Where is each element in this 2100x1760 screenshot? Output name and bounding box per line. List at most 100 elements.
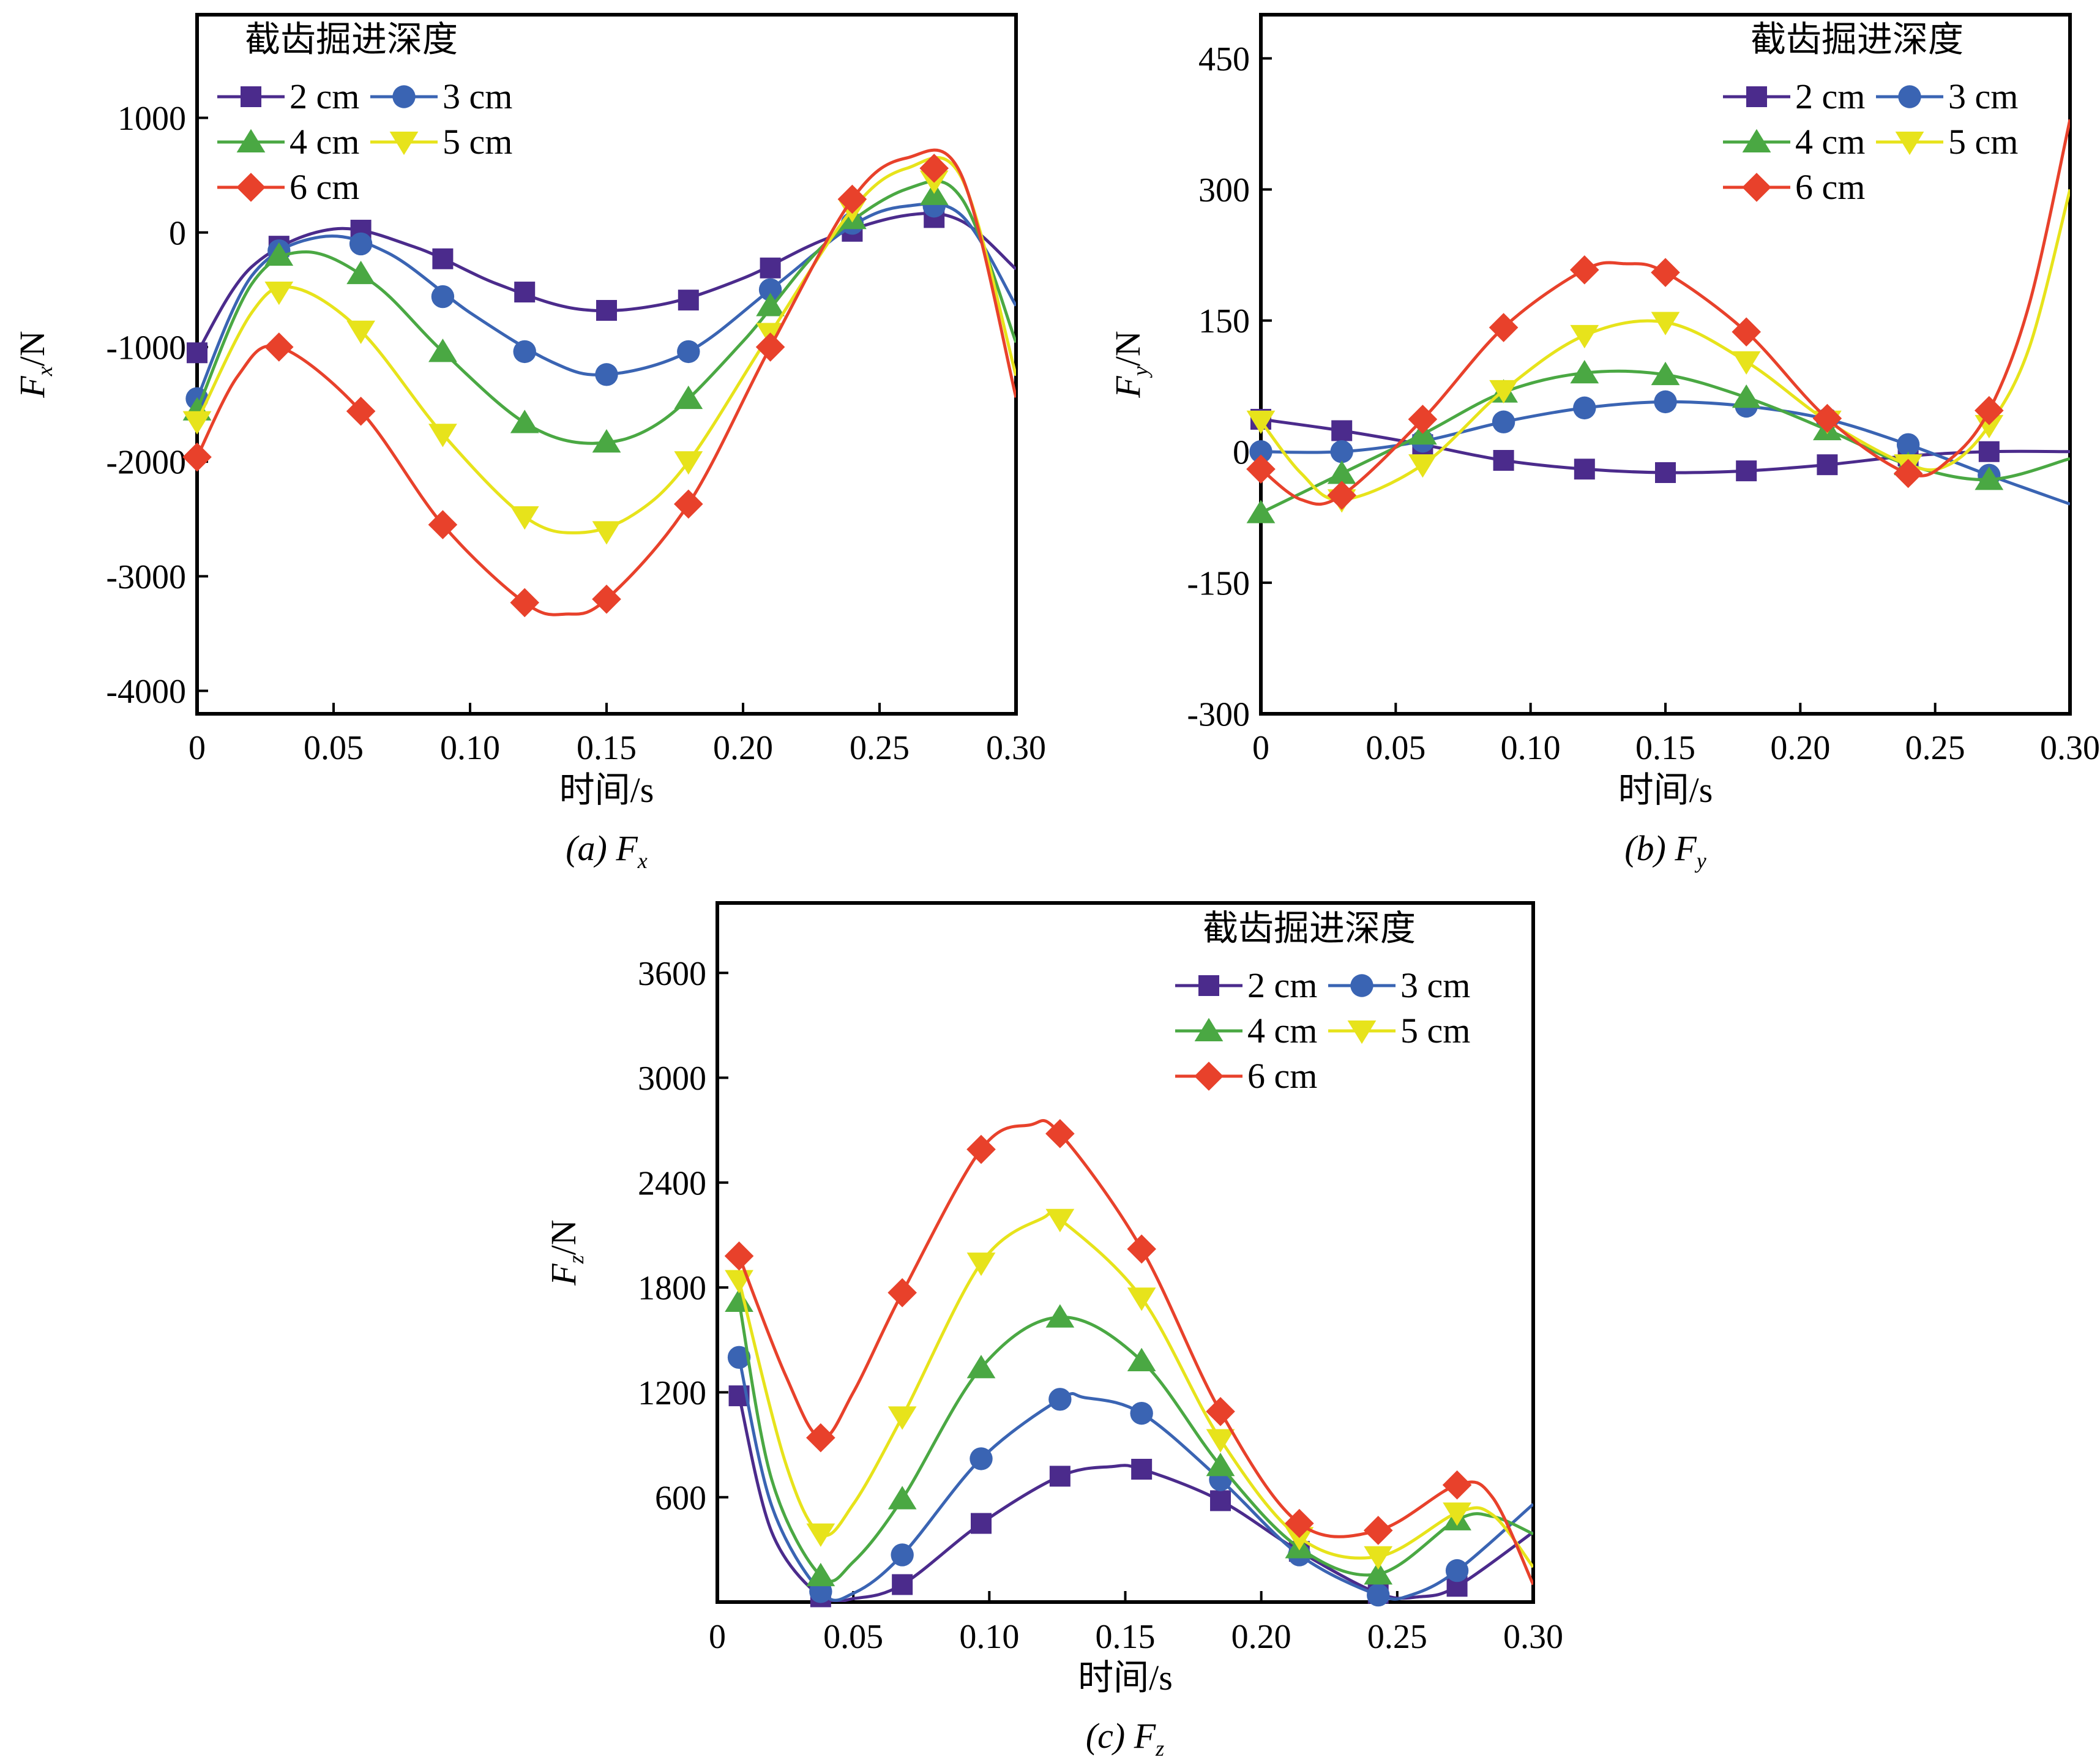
series-line (197, 148, 1016, 616)
data-point (1127, 1347, 1156, 1372)
legend-item: 4 cm (217, 122, 359, 162)
x-tick-label: 0.05 (304, 729, 364, 767)
y-tick-label: 0 (169, 214, 186, 252)
series-line (197, 212, 1016, 354)
data-point (1330, 440, 1353, 463)
data-point (970, 1447, 993, 1470)
data-point (1489, 313, 1519, 342)
data-point (971, 1513, 992, 1534)
y-tick-label: -1000 (106, 329, 186, 367)
data-point (919, 154, 949, 183)
legend: 截齿掘进深度 2 cm 3 cm 4 cm 5 cm 6 cm (1723, 20, 2018, 207)
data-point (806, 1423, 835, 1453)
legend-label: 5 cm (443, 122, 512, 162)
legend-marker (236, 129, 266, 152)
series-line (197, 156, 1016, 534)
legend: 截齿掘进深度 2 cm 3 cm 4 cm 5 cm 6 cm (217, 20, 512, 207)
data-point (674, 489, 703, 519)
data-point (1732, 317, 1761, 346)
data-point (1131, 1459, 1153, 1480)
legend-marker (1198, 975, 1219, 996)
x-tick-label: 0 (1252, 729, 1269, 767)
series-3cm (727, 1346, 1533, 1607)
x-tick-label: 0.20 (713, 729, 773, 767)
series-line (738, 1118, 1533, 1586)
series-line (197, 179, 1016, 445)
data-point (887, 1406, 917, 1430)
y-tick-label: -3000 (106, 558, 186, 596)
data-point (887, 1486, 917, 1510)
data-point (837, 184, 867, 214)
legend-item: 5 cm (1328, 1011, 1470, 1050)
data-point (1127, 1234, 1156, 1264)
legend-label: 5 cm (1948, 122, 2018, 162)
data-point (1732, 351, 1761, 375)
y-axis-label: Fy/N (1108, 331, 1153, 398)
series-2cm (187, 207, 1016, 364)
data-point (1896, 433, 1920, 457)
data-point (1246, 454, 1276, 484)
legend-marker (1895, 132, 1924, 155)
y-tick-label: 150 (1198, 302, 1250, 340)
data-point (1367, 1583, 1390, 1607)
series-3cm (1249, 390, 2070, 506)
data-point (1570, 255, 1599, 285)
data-point (264, 332, 294, 362)
legend-item: 6 cm (217, 167, 359, 207)
data-point (756, 293, 785, 316)
data-point (349, 232, 373, 256)
x-tick-label: 0.30 (2040, 729, 2100, 767)
data-point (1732, 384, 1761, 408)
x-tick-label: 0.25 (1367, 1618, 1427, 1656)
data-point (187, 342, 207, 364)
series-4cm (1246, 360, 2070, 523)
legend-marker (1194, 1062, 1224, 1091)
x-tick-label: 0.15 (1096, 1618, 1156, 1656)
legend-item: 2 cm (217, 77, 359, 116)
data-point (1736, 460, 1757, 482)
data-point (674, 385, 703, 410)
y-tick-label: -150 (1187, 564, 1250, 602)
data-point (182, 411, 212, 435)
y-tick-label: 1200 (638, 1374, 706, 1412)
legend-item: 6 cm (1175, 1056, 1317, 1096)
legend-marker (1742, 173, 1771, 202)
data-point (678, 290, 699, 311)
legend-label: 2 cm (1247, 965, 1317, 1005)
x-tick-label: 0.25 (1905, 729, 1965, 767)
data-point (428, 424, 457, 447)
x-tick-label: 0.25 (850, 729, 910, 767)
data-point (513, 340, 536, 364)
data-point (510, 506, 539, 530)
data-point (346, 260, 375, 285)
legend-marker (1898, 85, 1921, 108)
legend-item: 2 cm (1723, 77, 1865, 116)
x-tick-label: 0 (709, 1618, 726, 1656)
legend-item: 6 cm (1723, 167, 1865, 207)
data-point (1285, 1508, 1314, 1538)
y-tick-label: 3600 (638, 955, 706, 993)
data-point (1651, 312, 1680, 335)
legend-label: 6 cm (1795, 167, 1865, 207)
plot-frame (716, 901, 1535, 1604)
data-point (1249, 440, 1272, 463)
data-point (264, 242, 294, 266)
data-point (1364, 1546, 1393, 1570)
panel-caption: (c) Fz (1086, 1716, 1164, 1760)
data-point (264, 282, 294, 305)
y-axis-label: Fz/N (544, 1219, 588, 1286)
legend-item: 2 cm (1175, 965, 1317, 1005)
legend-marker (392, 85, 416, 108)
data-point (1893, 459, 1923, 489)
legend-label: 2 cm (1795, 77, 1865, 116)
x-tick-label: 0.10 (1501, 729, 1561, 767)
legend-item: 5 cm (1876, 122, 2018, 162)
legend-item: 3 cm (1328, 965, 1470, 1005)
x-tick-label: 0.15 (1635, 729, 1695, 767)
legend-label: 4 cm (1795, 122, 1865, 162)
data-point (1651, 361, 1680, 386)
legend-marker (1746, 86, 1767, 107)
panel-caption: (a) Fx (566, 828, 648, 873)
data-point (1445, 1559, 1469, 1582)
data-point (1408, 405, 1438, 434)
